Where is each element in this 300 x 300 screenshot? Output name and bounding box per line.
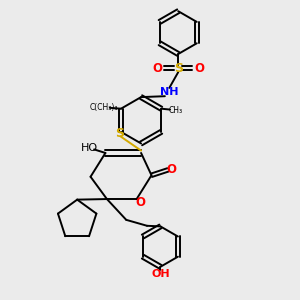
Text: OH: OH: [151, 269, 170, 279]
Text: S: S: [115, 128, 124, 140]
Text: NH: NH: [160, 87, 178, 97]
Text: O: O: [152, 62, 162, 75]
Text: O: O: [135, 196, 145, 209]
Text: O: O: [167, 164, 177, 176]
Text: CH₃: CH₃: [168, 106, 182, 115]
Text: O: O: [194, 62, 204, 75]
Text: C(CH₃)₃: C(CH₃)₃: [89, 103, 118, 112]
Text: HO: HO: [80, 142, 98, 153]
Text: S: S: [174, 62, 183, 75]
